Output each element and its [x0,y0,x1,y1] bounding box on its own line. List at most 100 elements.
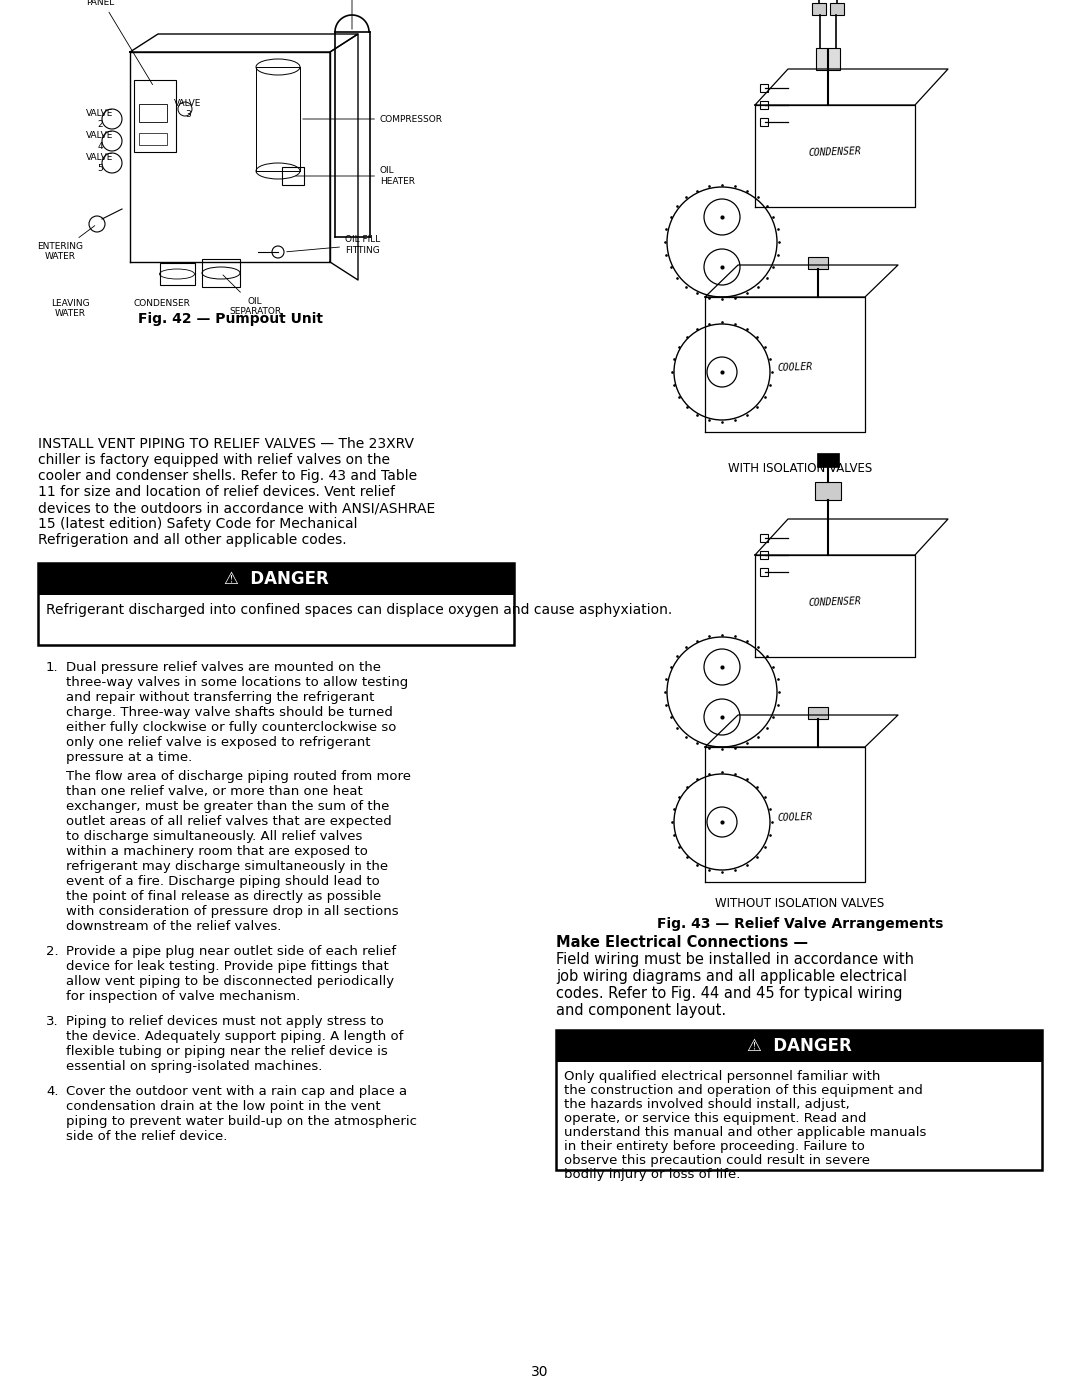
Bar [812,3,826,15]
Text: device for leak testing. Provide pipe fittings that: device for leak testing. Provide pipe fi… [66,960,389,972]
Text: The flow area of discharge piping routed from more: The flow area of discharge piping routed… [66,770,411,782]
Text: essential on spring-isolated machines.: essential on spring-isolated machines. [66,1060,322,1073]
Ellipse shape [704,198,740,235]
Text: 3.: 3. [46,1016,58,1028]
Bar [816,453,839,467]
Text: devices to the outdoors in accordance with ANSI/ASHRAE: devices to the outdoors in accordance wi… [38,502,435,515]
Ellipse shape [707,358,737,387]
Text: event of a fire. Discharge piping should lead to: event of a fire. Discharge piping should… [66,875,380,888]
Bar [556,1030,1042,1062]
Bar [139,103,167,122]
Text: downstream of the relief valves.: downstream of the relief valves. [66,921,282,933]
Bar [38,563,514,645]
Bar [760,534,768,542]
Text: CONDENSER: CONDENSER [809,147,862,158]
Text: 30: 30 [531,1365,549,1379]
Text: OIL
SEPARATOR: OIL SEPARATOR [222,275,281,316]
Text: VALVE
3: VALVE 3 [174,99,202,119]
Bar [808,257,828,270]
Text: 4.: 4. [46,1085,58,1098]
Circle shape [667,187,777,298]
Text: within a machinery room that are exposed to: within a machinery room that are exposed… [66,845,368,858]
Circle shape [674,774,770,870]
Text: 15 (latest edition) Safety Code for Mechanical: 15 (latest edition) Safety Code for Mech… [38,517,357,531]
Bar [815,482,841,500]
Bar [760,117,768,126]
Text: codes. Refer to Fig. 44 and 45 for typical wiring: codes. Refer to Fig. 44 and 45 for typic… [556,986,903,1002]
Text: cooler and condenser shells. Refer to Fig. 43 and Table: cooler and condenser shells. Refer to Fi… [38,469,417,483]
Text: in their entirety before proceeding. Failure to: in their entirety before proceeding. Fai… [564,1140,865,1153]
Text: 1.: 1. [46,661,58,673]
Circle shape [667,637,777,747]
Text: Only qualified electrical personnel familiar with: Only qualified electrical personnel fami… [564,1070,880,1083]
Text: INSTALL VENT PIPING TO RELIEF VALVES — The 23XRV: INSTALL VENT PIPING TO RELIEF VALVES — T… [38,437,414,451]
Text: ⚠  DANGER: ⚠ DANGER [746,1037,851,1055]
Bar [808,707,828,719]
Text: the hazards involved should install, adjust,: the hazards involved should install, adj… [564,1098,850,1111]
Text: COMPRESSOR: COMPRESSOR [302,115,443,123]
Text: CONDENSER: CONDENSER [134,299,190,307]
Text: Dual pressure relief valves are mounted on the: Dual pressure relief valves are mounted … [66,661,381,673]
Text: and component layout.: and component layout. [556,1003,726,1018]
Circle shape [674,324,770,420]
Ellipse shape [707,807,737,837]
Text: flexible tubing or piping near the relief device is: flexible tubing or piping near the relie… [66,1045,388,1058]
Text: the device. Adequately support piping. A length of: the device. Adequately support piping. A… [66,1030,403,1044]
Text: chiller is factory equipped with relief valves on the: chiller is factory equipped with relief … [38,453,390,467]
Text: Make Electrical Connections —: Make Electrical Connections — [556,935,808,950]
Bar [760,84,768,92]
Text: VALVE
5: VALVE 5 [86,154,113,173]
Text: VALVE
2: VALVE 2 [86,109,113,129]
Bar [760,569,768,576]
Text: CONTROL
PANEL: CONTROL PANEL [78,0,152,85]
Text: Cover the outdoor vent with a rain cap and place a: Cover the outdoor vent with a rain cap a… [66,1085,407,1098]
Text: either fully clockwise or fully counterclockwise so: either fully clockwise or fully counterc… [66,721,396,733]
Bar [816,47,840,70]
Text: ⚠  DANGER: ⚠ DANGER [224,570,328,588]
Text: VALVE
4: VALVE 4 [86,131,113,151]
Bar [160,263,195,285]
Bar [760,550,768,559]
Text: bodily injury or loss of life.: bodily injury or loss of life. [564,1168,741,1180]
Text: outlet areas of all relief valves that are expected: outlet areas of all relief valves that a… [66,814,392,828]
Text: three-way valves in some locations to allow testing: three-way valves in some locations to al… [66,676,408,689]
Bar [202,258,240,286]
Text: Field wiring must be installed in accordance with: Field wiring must be installed in accord… [556,951,914,967]
Ellipse shape [704,249,740,285]
Text: refrigerant may discharge simultaneously in the: refrigerant may discharge simultaneously… [66,861,388,873]
Text: Piping to relief devices must not apply stress to: Piping to relief devices must not apply … [66,1016,383,1028]
Text: observe this precaution could result in severe: observe this precaution could result in … [564,1154,870,1166]
Text: ENTERING
WATER: ENTERING WATER [37,226,95,261]
Text: FRAME
ASSEMBLY: FRAME ASSEMBLY [329,0,375,29]
Text: operate, or service this equipment. Read and: operate, or service this equipment. Read… [564,1112,866,1125]
Text: allow vent piping to be disconnected periodically: allow vent piping to be disconnected per… [66,975,394,988]
Text: CONDENSER: CONDENSER [809,597,862,608]
Text: LEAVING
WATER: LEAVING WATER [51,299,90,319]
Bar [760,101,768,109]
Ellipse shape [704,650,740,685]
Text: 2.: 2. [46,944,58,958]
Bar [134,80,176,152]
Text: Refrigerant discharged into confined spaces can displace oxygen and cause asphyx: Refrigerant discharged into confined spa… [46,604,672,617]
Bar [831,3,843,15]
Text: Refrigeration and all other applicable codes.: Refrigeration and all other applicable c… [38,534,347,548]
Text: understand this manual and other applicable manuals: understand this manual and other applica… [564,1126,927,1139]
Text: exchanger, must be greater than the sum of the: exchanger, must be greater than the sum … [66,800,390,813]
Text: job wiring diagrams and all applicable electrical: job wiring diagrams and all applicable e… [556,970,907,983]
Text: for inspection of valve mechanism.: for inspection of valve mechanism. [66,990,300,1003]
Text: the point of final release as directly as possible: the point of final release as directly a… [66,890,381,902]
Bar [139,133,167,145]
Text: OIL FILL
FITTING: OIL FILL FITTING [287,235,380,254]
Text: pressure at a time.: pressure at a time. [66,752,192,764]
Text: Provide a pipe plug near outlet side of each relief: Provide a pipe plug near outlet side of … [66,944,396,958]
Text: Fig. 43 — Relief Valve Arrangements: Fig. 43 — Relief Valve Arrangements [657,916,943,930]
Text: charge. Three-way valve shafts should be turned: charge. Three-way valve shafts should be… [66,705,393,719]
Text: only one relief valve is exposed to refrigerant: only one relief valve is exposed to refr… [66,736,370,749]
Text: than one relief valve, or more than one heat: than one relief valve, or more than one … [66,785,363,798]
Text: the construction and operation of this equipment and: the construction and operation of this e… [564,1084,923,1097]
Text: piping to prevent water build-up on the atmospheric: piping to prevent water build-up on the … [66,1115,417,1127]
Text: condensation drain at the low point in the vent: condensation drain at the low point in t… [66,1099,380,1113]
Bar [282,168,303,184]
Text: COOLER: COOLER [778,812,813,823]
Text: to discharge simultaneously. All relief valves: to discharge simultaneously. All relief … [66,830,363,842]
